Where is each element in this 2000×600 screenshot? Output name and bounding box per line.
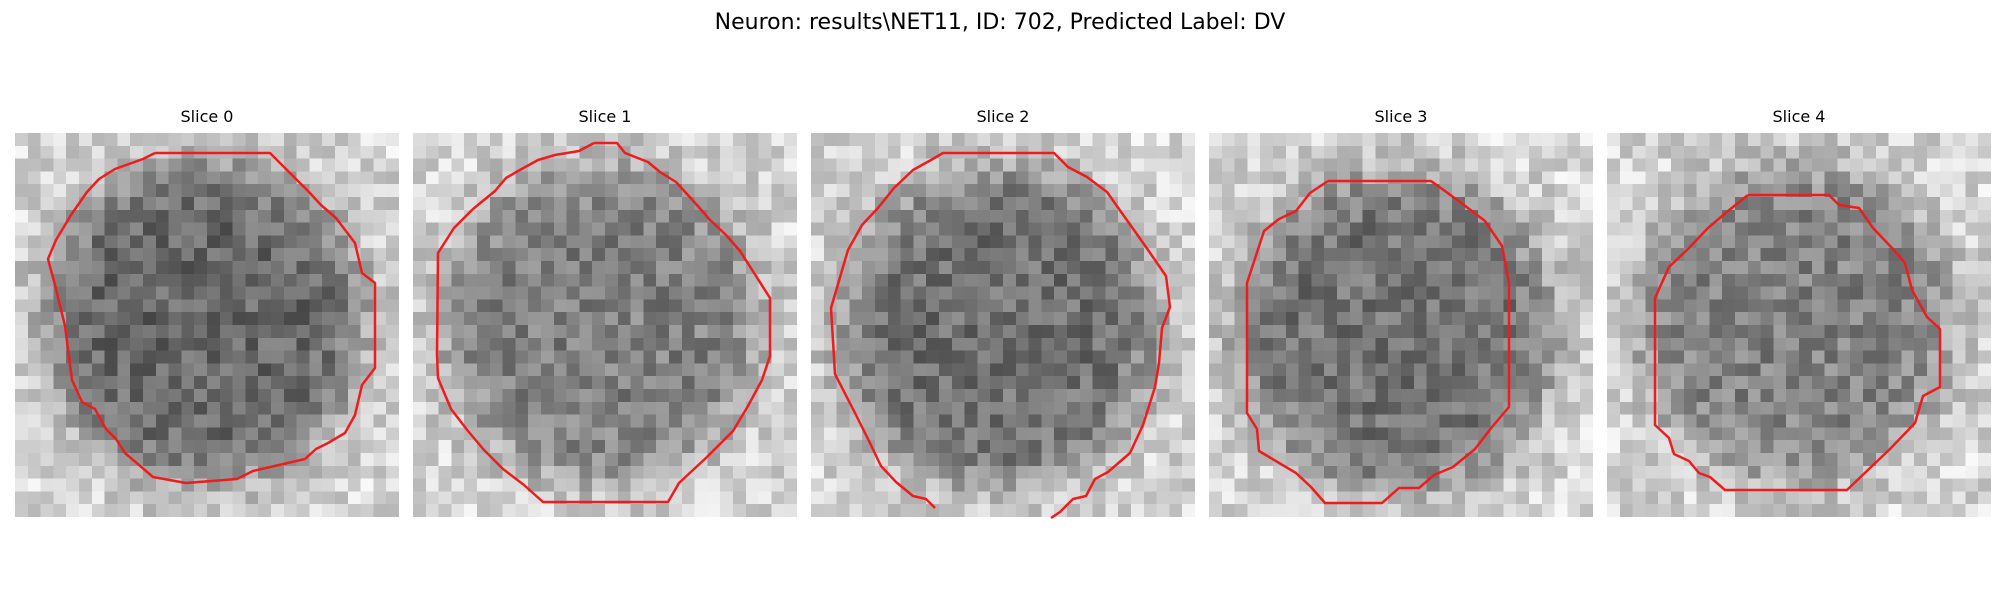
slice-title-4: Slice 4 [1772, 107, 1826, 126]
roi-contour-0 [46, 151, 377, 485]
slice-title-1: Slice 1 [578, 107, 632, 126]
roi-contour-4 [1653, 193, 1942, 492]
slice-image-0 [15, 133, 399, 517]
slice-image-4 [1607, 133, 1991, 517]
roi-contour-3 [1245, 179, 1511, 505]
slice-image-2 [811, 133, 1195, 517]
slice-panel-0: Slice 0 [15, 107, 399, 517]
slice-panel-4: Slice 4 [1607, 107, 1991, 517]
slice-title-0: Slice 0 [180, 107, 234, 126]
slice-panel-3: Slice 3 [1209, 107, 1593, 517]
slice-image-3 [1209, 133, 1593, 517]
slice-title-2: Slice 2 [976, 107, 1030, 126]
slice-title-3: Slice 3 [1374, 107, 1428, 126]
roi-contour-2 [829, 151, 1172, 520]
slice-panel-2: Slice 2 [811, 107, 1195, 520]
roi-contour-1 [435, 141, 772, 504]
slice-panel-1: Slice 1 [413, 107, 797, 517]
figure-title: Neuron: results\NET11, ID: 702, Predicte… [714, 10, 1286, 35]
